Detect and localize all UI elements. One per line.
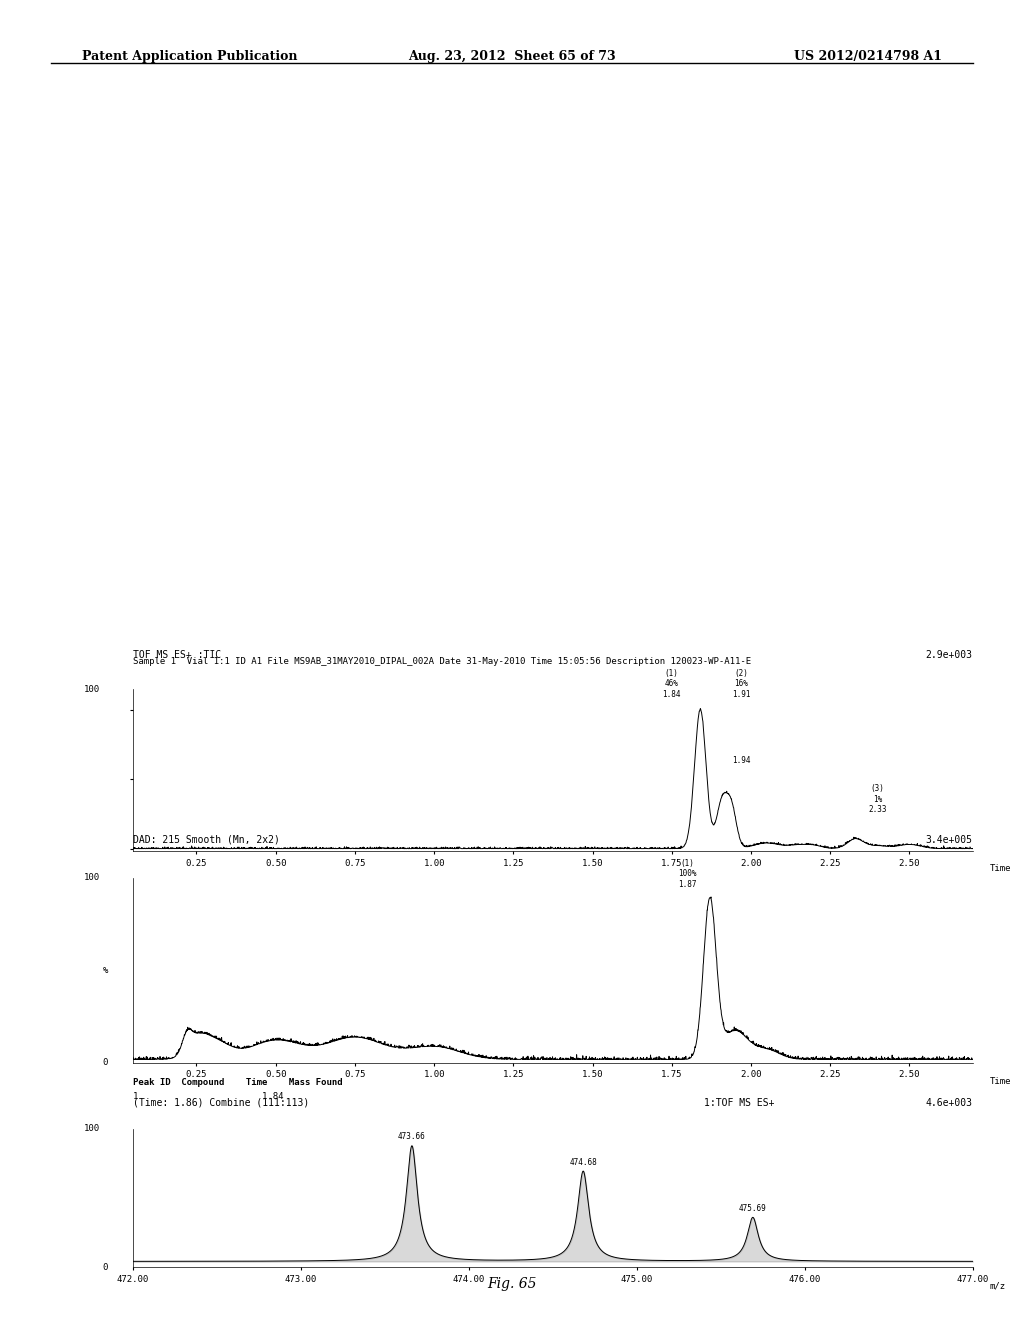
Text: Time: Time xyxy=(989,865,1011,874)
Text: 100: 100 xyxy=(83,1125,99,1133)
Text: (3)
1%
2.33: (3) 1% 2.33 xyxy=(868,784,887,814)
Text: (Time: 1.86) Combine (111:113): (Time: 1.86) Combine (111:113) xyxy=(133,1098,309,1107)
Text: 1:TOF MS ES+: 1:TOF MS ES+ xyxy=(705,1098,774,1107)
Text: 2.9e+003: 2.9e+003 xyxy=(926,649,973,660)
Text: Peak ID  Compound    Time    Mass Found: Peak ID Compound Time Mass Found xyxy=(133,1078,343,1088)
Text: 1                       1.84: 1 1.84 xyxy=(133,1092,284,1101)
Text: 100: 100 xyxy=(83,685,99,693)
Text: US 2012/0214798 A1: US 2012/0214798 A1 xyxy=(794,50,942,63)
Text: 4.6e+003: 4.6e+003 xyxy=(926,1098,973,1107)
Text: (2)
16%
1.91: (2) 16% 1.91 xyxy=(732,669,751,698)
Text: m/z: m/z xyxy=(989,1280,1006,1290)
Text: Patent Application Publication: Patent Application Publication xyxy=(82,50,297,63)
Text: Aug. 23, 2012  Sheet 65 of 73: Aug. 23, 2012 Sheet 65 of 73 xyxy=(409,50,615,63)
Text: 100: 100 xyxy=(83,874,99,882)
Text: 0: 0 xyxy=(102,1059,108,1067)
Text: Sample 1  Vial 1:1 ID A1 File MS9AB_31MAY2010_DIPAL_002A Date 31-May-2010 Time 1: Sample 1 Vial 1:1 ID A1 File MS9AB_31MAY… xyxy=(133,657,752,667)
Text: 1.94: 1.94 xyxy=(732,756,751,766)
Text: (1)
100%
1.87: (1) 100% 1.87 xyxy=(678,859,697,888)
Text: %: % xyxy=(102,966,108,974)
Text: 473.66: 473.66 xyxy=(398,1133,426,1142)
Text: 0: 0 xyxy=(102,1263,108,1271)
Text: Time: Time xyxy=(989,1077,1011,1086)
Text: TOF MS ES+ :TIC: TOF MS ES+ :TIC xyxy=(133,649,221,660)
Text: Fig. 65: Fig. 65 xyxy=(487,1276,537,1291)
Text: 475.69: 475.69 xyxy=(739,1204,767,1213)
Text: 3.4e+005: 3.4e+005 xyxy=(926,834,973,845)
Text: 474.68: 474.68 xyxy=(569,1158,597,1167)
Text: DAD: 215 Smooth (Mn, 2x2): DAD: 215 Smooth (Mn, 2x2) xyxy=(133,834,280,845)
Text: (1)
46%
1.84: (1) 46% 1.84 xyxy=(663,669,681,698)
